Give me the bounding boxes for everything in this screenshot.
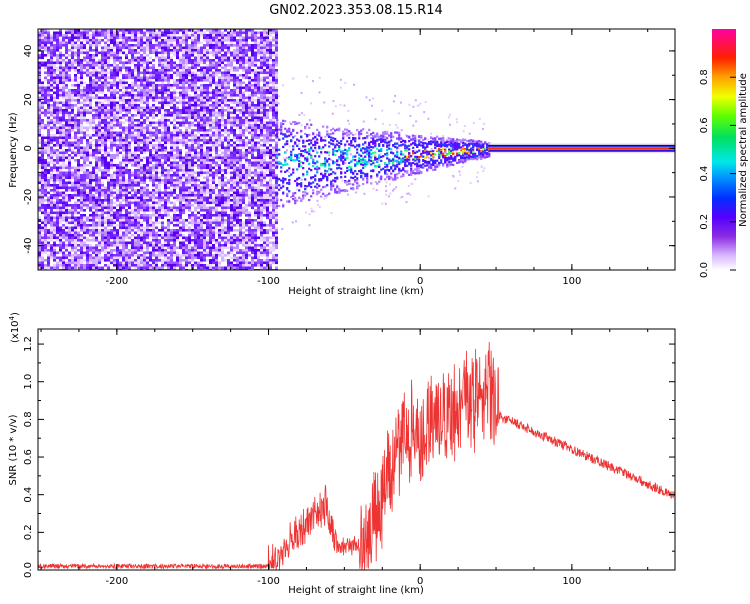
spectrogram-xtick-label: -200 bbox=[106, 276, 129, 287]
spectrogram-xtick-label: 100 bbox=[562, 276, 581, 287]
spectrogram-ytick-label: -20 bbox=[23, 189, 34, 205]
snr-ytick-label: 0.6 bbox=[23, 449, 34, 465]
snr-ytick-label: 0.8 bbox=[23, 411, 34, 427]
snr-ytick-label: 0.0 bbox=[23, 562, 34, 578]
spectrogram-ytick-label: 20 bbox=[23, 93, 34, 106]
figure-title: GN02.2023.353.08.15.R14 bbox=[269, 3, 443, 18]
snr-ylabel: SNR (10 * v/v) bbox=[8, 414, 19, 485]
snr-ytick-label: 1.0 bbox=[23, 374, 34, 390]
snr-ytick-label: 0.4 bbox=[23, 487, 34, 503]
colorbar-tick-label: 0.0 bbox=[699, 262, 710, 278]
colorbar-tick-label: 0.2 bbox=[699, 214, 710, 230]
snr-line bbox=[38, 342, 675, 570]
spectrogram-xlabel: Height of straight line (km) bbox=[288, 286, 424, 297]
snr-xtick-label: -100 bbox=[257, 576, 280, 587]
snr-ytick-label: 1.2 bbox=[23, 336, 34, 352]
colorbar: 0.0 0.2 0.4 0.6 0.8 Normalized spectral ampl… bbox=[699, 29, 749, 278]
snr-xtick-label: 100 bbox=[562, 576, 581, 587]
colorbar-gradient bbox=[712, 29, 736, 270]
colorbar-label: Normalized spectral amplitude bbox=[738, 73, 749, 227]
colorbar-tick-label: 0.6 bbox=[699, 117, 710, 133]
colorbar-tick-label: 0.8 bbox=[699, 69, 710, 85]
spectrogram-ytick-label: 40 bbox=[23, 45, 34, 58]
snr-xtick-label: -200 bbox=[106, 576, 129, 587]
spectrogram-ylabel: Frequency (Hz) bbox=[8, 112, 19, 188]
snr-xlabel: Height of straight line (km) bbox=[288, 585, 424, 596]
colorbar-tick-label: 0.4 bbox=[699, 166, 710, 182]
spectrogram-heatmap bbox=[38, 29, 675, 272]
snr-series-red bbox=[38, 342, 675, 570]
snr-multiplier: (x104) bbox=[8, 312, 21, 343]
snr-ytick-label: 0.2 bbox=[23, 524, 34, 540]
spectrogram-ytick-label: 0 bbox=[23, 145, 34, 151]
spectrogram-ytick-label: -40 bbox=[23, 237, 34, 253]
spectrogram-xtick-label: -100 bbox=[257, 276, 280, 287]
